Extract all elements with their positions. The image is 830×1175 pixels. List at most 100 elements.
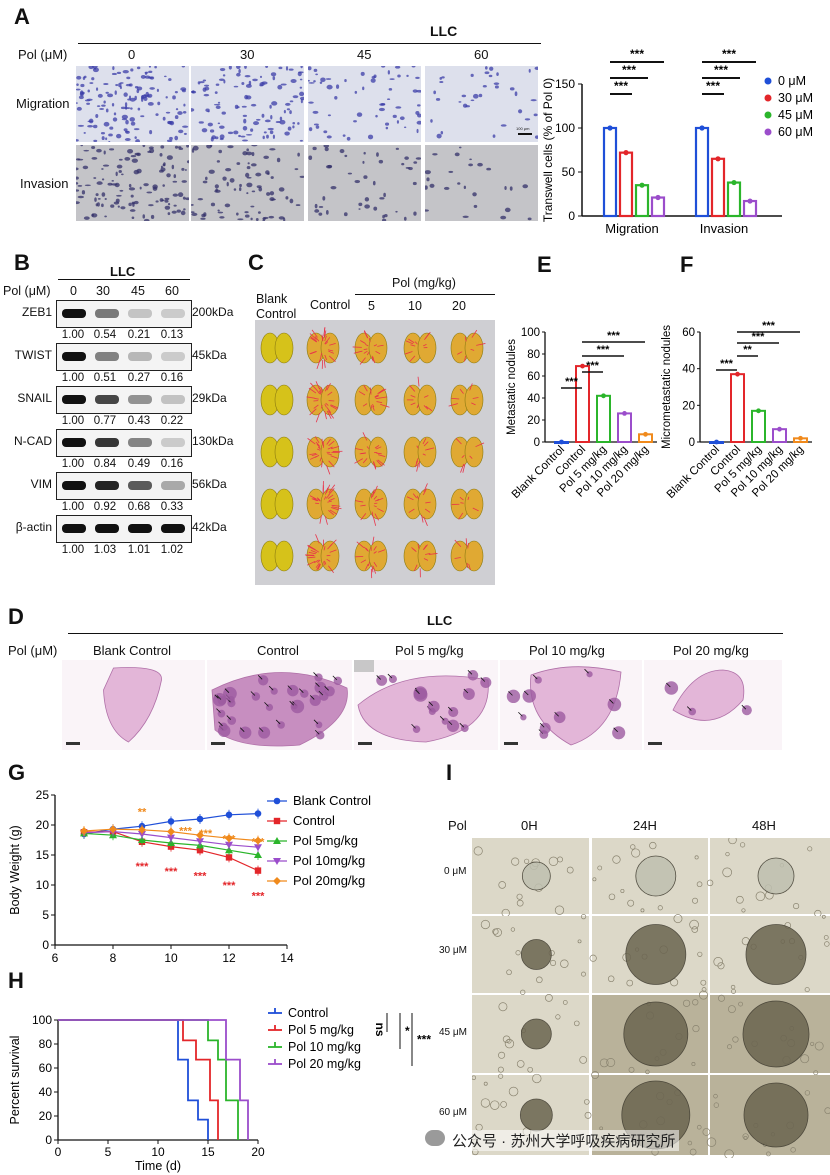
nodule-marker <box>359 357 366 365</box>
nodule-marker <box>416 404 419 408</box>
nodule-marker <box>309 408 317 416</box>
cell-bubble <box>631 848 641 858</box>
nodule-marker <box>311 498 318 502</box>
cell-dot <box>367 134 374 140</box>
bar-30 μM <box>710 157 726 218</box>
nodule-marker <box>328 565 334 574</box>
cell-bubble <box>730 984 736 990</box>
cell-dot <box>267 172 270 176</box>
y-tick-label: 40 <box>527 393 540 405</box>
nodule-marker <box>423 405 429 410</box>
nodule-marker <box>377 459 385 466</box>
watermark: 公众号 · 苏州大学呼吸疾病研究所 <box>448 1130 680 1151</box>
cell-dot <box>233 188 237 191</box>
legend-label: Pol 10mg/kg <box>293 853 365 868</box>
cell-dot <box>130 68 134 72</box>
nodule-marker <box>324 384 329 392</box>
cell-dot <box>243 118 247 124</box>
cell-dot <box>411 66 416 68</box>
nodule-marker <box>321 438 323 445</box>
cell-bubble <box>743 1136 748 1140</box>
nodule-marker <box>315 412 320 423</box>
nodule-marker <box>325 494 330 499</box>
cell-dot <box>278 187 285 192</box>
comparison-label: * <box>405 1024 410 1038</box>
nodule-marker <box>408 508 415 513</box>
nodule-marker <box>471 329 478 338</box>
cell-bubble <box>649 841 657 850</box>
cell-bubble <box>626 979 634 987</box>
blot-label: SNAIL <box>17 391 52 405</box>
cell-dot <box>533 113 538 117</box>
cell-dot <box>192 145 199 151</box>
cell-dot <box>246 182 253 188</box>
data-point <box>225 834 233 843</box>
nodule-marker <box>324 404 327 408</box>
cell-dot <box>261 81 268 85</box>
nodule-marker <box>356 541 365 549</box>
nodule-marker <box>306 560 316 566</box>
panel-a-dose-30: 30 <box>240 47 255 62</box>
cell-dot <box>354 90 358 94</box>
nodule-marker <box>409 355 416 362</box>
nodule-marker <box>331 504 341 507</box>
blot-band <box>128 524 152 533</box>
blot-band <box>95 524 119 533</box>
nodule-marker <box>326 407 332 413</box>
cell-dot <box>174 145 179 149</box>
y-tick-label: 60 <box>527 371 540 383</box>
cell-dot <box>92 124 98 129</box>
y-axis-label: Body Weight (g) <box>8 825 22 914</box>
nodule-marker <box>328 355 336 362</box>
cell-dot <box>251 190 256 193</box>
cell-dot <box>381 218 387 221</box>
x-tick-label: 20 <box>251 1145 265 1159</box>
nodule-marker <box>363 350 368 354</box>
nodule-marker <box>319 457 322 462</box>
nodule-marker <box>330 455 339 459</box>
cell-dot <box>127 148 134 154</box>
data-point <box>109 825 117 834</box>
cell-dot <box>183 208 186 211</box>
cell-bubble <box>689 1148 697 1156</box>
cell-dot <box>534 66 538 70</box>
cell-dot <box>272 76 276 81</box>
cell-dot <box>279 116 283 121</box>
significance-label: *** <box>614 79 628 93</box>
cell-dot <box>225 168 232 172</box>
migration-image-45uM <box>308 66 421 142</box>
legend-marker <box>764 77 772 85</box>
cell-dot <box>99 107 104 110</box>
cell-dot <box>182 196 186 200</box>
blot-band <box>95 438 119 447</box>
nodule-marker <box>314 559 319 564</box>
cell-dot <box>95 87 99 91</box>
cell-dot <box>217 101 221 104</box>
blot-quantification: 1.02 <box>160 544 184 556</box>
nodule-marker <box>318 446 321 450</box>
bar-30 μM <box>618 151 634 218</box>
cell-dot <box>308 101 314 104</box>
cell-dot <box>384 213 388 218</box>
cell-bubble <box>645 1069 650 1075</box>
nodule-marker <box>328 460 335 468</box>
cell-dot <box>121 118 128 121</box>
data-point <box>747 198 753 204</box>
cell-dot <box>203 93 210 97</box>
nodule-marker <box>327 349 334 352</box>
legend-label: Blank Control <box>293 793 371 808</box>
cell-dot <box>204 84 210 87</box>
cell-dot <box>109 148 115 151</box>
nodule-marker <box>324 515 328 525</box>
cell-bubble <box>502 1035 511 1044</box>
cell-dot <box>468 163 473 167</box>
nodule-marker <box>362 458 368 464</box>
focus-arrow <box>376 675 381 680</box>
cell-dot <box>335 84 340 89</box>
blot-image <box>56 300 192 328</box>
cell-dot <box>270 115 273 120</box>
scale-bar <box>358 742 372 745</box>
cell-dot <box>241 105 247 108</box>
cell-dot <box>105 137 108 141</box>
nodule-marker <box>311 453 318 457</box>
